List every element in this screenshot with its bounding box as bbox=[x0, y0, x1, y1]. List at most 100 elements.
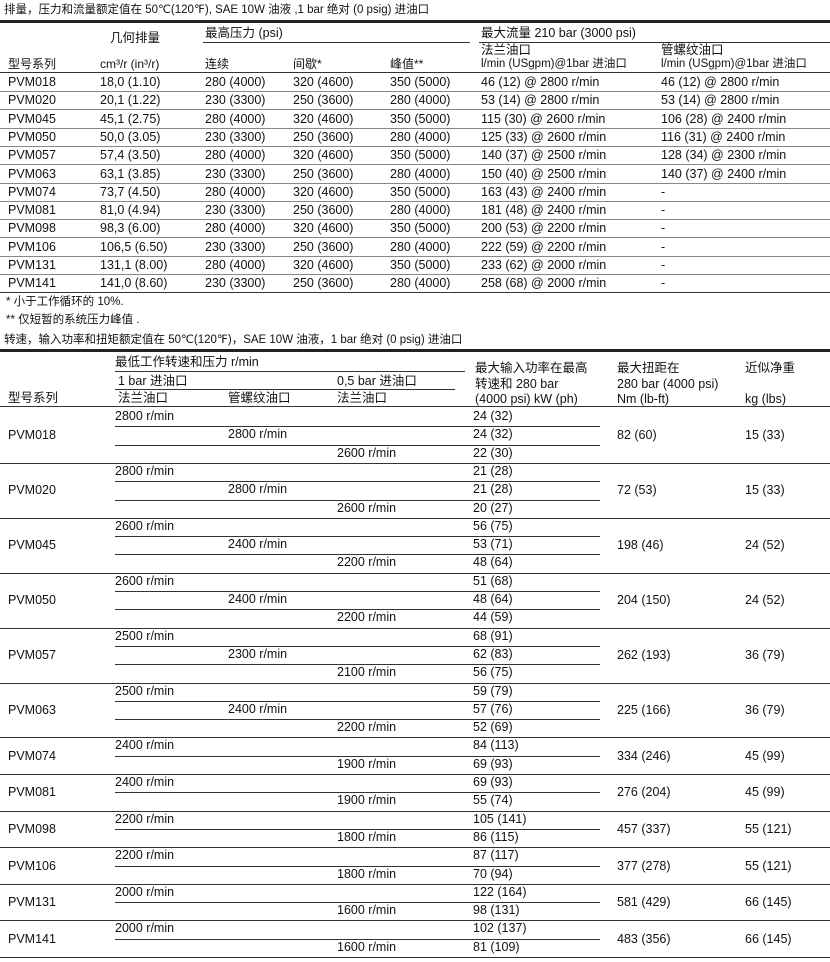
header: 法兰油口 bbox=[118, 391, 169, 405]
rule bbox=[479, 42, 830, 43]
model: PVM141 bbox=[8, 931, 56, 946]
cell: 1600 r/min bbox=[337, 903, 397, 918]
header: 连续 bbox=[205, 57, 230, 71]
model: PVM018 bbox=[8, 75, 56, 89]
cell: 69 (93) bbox=[473, 756, 513, 771]
cell: 2100 r/min bbox=[337, 665, 397, 680]
header: 0,5 bar 进油口 bbox=[337, 374, 417, 388]
model: PVM106 bbox=[8, 858, 56, 873]
cell: 125 (33) @ 2600 r/min bbox=[481, 129, 607, 144]
model: PVM131 bbox=[8, 258, 56, 272]
header: 最大流量 210 bar (3000 psi) bbox=[481, 26, 636, 40]
cell: 59 (79) bbox=[473, 683, 513, 698]
note: * 小于工作循环的 10%. bbox=[6, 296, 124, 308]
cell: 1900 r/min bbox=[337, 793, 397, 808]
cell: 122 (164) bbox=[473, 884, 527, 899]
cell: 84 (113) bbox=[473, 738, 519, 753]
cell: 320 (4600) bbox=[293, 111, 354, 126]
rule bbox=[115, 938, 600, 940]
cell: 258 (68) @ 2000 r/min bbox=[481, 276, 607, 291]
header: 型号系列 bbox=[8, 391, 59, 405]
cell: 581 (429) bbox=[617, 895, 671, 910]
model: PVM050 bbox=[8, 129, 56, 144]
cell: 53 (14) @ 2800 r/min bbox=[661, 93, 780, 108]
cell: 98,3 (6.00) bbox=[100, 221, 161, 236]
cell: 181 (48) @ 2400 r/min bbox=[481, 203, 607, 218]
cell: 72 (53) bbox=[617, 483, 657, 498]
rule bbox=[115, 664, 600, 666]
cell: 2600 r/min bbox=[337, 500, 397, 515]
cell: 55 (74) bbox=[473, 793, 513, 808]
cell: 280 (4000) bbox=[205, 221, 266, 236]
cell: 280 (4000) bbox=[205, 258, 266, 272]
rule bbox=[0, 406, 830, 407]
cell: 21 (28) bbox=[473, 482, 513, 497]
header: 几何排量 bbox=[110, 31, 161, 45]
cell: 2500 r/min bbox=[115, 683, 175, 698]
rule bbox=[0, 127, 830, 129]
cell: 46 (12) @ 2800 r/min bbox=[661, 75, 780, 89]
cell: 15 (33) bbox=[745, 483, 785, 498]
cell: 2200 r/min bbox=[115, 811, 175, 826]
cell: 106,5 (6.50) bbox=[100, 239, 168, 254]
rule bbox=[0, 274, 830, 275]
cell: 250 (3600) bbox=[293, 276, 354, 291]
rule bbox=[0, 517, 830, 519]
cell: 128 (34) @ 2300 r/min bbox=[661, 148, 787, 163]
cell: 250 (3600) bbox=[293, 166, 354, 181]
rule bbox=[0, 292, 830, 294]
cell: 2200 r/min bbox=[337, 555, 397, 570]
cell: 20 (27) bbox=[473, 500, 513, 515]
cell: 230 (3300) bbox=[205, 93, 266, 108]
model: PVM081 bbox=[8, 203, 56, 218]
model: PVM020 bbox=[8, 93, 56, 108]
cell: 204 (150) bbox=[617, 593, 671, 608]
rule bbox=[115, 371, 465, 372]
header: 转速和 280 bar bbox=[475, 376, 559, 391]
cell: 200 (53) @ 2200 r/min bbox=[481, 221, 607, 236]
model: PVM050 bbox=[8, 593, 56, 608]
cell: 102 (137) bbox=[473, 921, 527, 936]
cell: 150 (40) @ 2500 r/min bbox=[481, 166, 607, 181]
rule bbox=[0, 145, 830, 147]
rule bbox=[0, 682, 830, 684]
cell: 350 (5000) bbox=[390, 111, 451, 126]
cell: 2200 r/min bbox=[337, 610, 397, 625]
cell: 81,0 (4.94) bbox=[100, 203, 161, 218]
cell: 82 (60) bbox=[617, 428, 657, 443]
cell: 24 (32) bbox=[473, 409, 513, 423]
cell: 250 (3600) bbox=[293, 129, 354, 144]
model: PVM063 bbox=[8, 702, 56, 717]
rule bbox=[0, 219, 830, 221]
rule bbox=[0, 72, 830, 73]
rule bbox=[0, 349, 830, 352]
cell: 66 (145) bbox=[745, 895, 792, 910]
header: 最大输入功率在最高 bbox=[475, 361, 588, 375]
cell: 230 (3300) bbox=[205, 276, 266, 291]
cell: 15 (33) bbox=[745, 428, 785, 443]
cell: 69 (93) bbox=[473, 775, 513, 789]
cell: 2800 r/min bbox=[115, 463, 175, 478]
rule bbox=[0, 182, 830, 184]
rule bbox=[0, 572, 830, 574]
rule bbox=[0, 164, 830, 166]
rule bbox=[115, 902, 600, 904]
cell: 116 (31) @ 2400 r/min bbox=[661, 129, 786, 144]
rule bbox=[0, 737, 830, 739]
cell: 44 (59) bbox=[473, 610, 513, 625]
rule bbox=[0, 847, 830, 849]
cell: 262 (193) bbox=[617, 648, 671, 663]
cell: 55 (121) bbox=[745, 858, 792, 873]
rule bbox=[115, 426, 600, 428]
header: l/min (USgpm)@1bar 进油口 bbox=[661, 58, 807, 70]
cell: 81 (109) bbox=[473, 939, 520, 954]
cell: 2000 r/min bbox=[115, 884, 175, 899]
model: PVM045 bbox=[8, 538, 56, 553]
cell: 350 (5000) bbox=[390, 148, 451, 163]
cell: 280 (4000) bbox=[205, 148, 266, 163]
cell: 280 (4000) bbox=[205, 184, 266, 199]
rule bbox=[115, 591, 600, 592]
rule bbox=[0, 883, 830, 885]
cell: 280 (4000) bbox=[390, 239, 451, 254]
model: PVM074 bbox=[8, 748, 56, 763]
